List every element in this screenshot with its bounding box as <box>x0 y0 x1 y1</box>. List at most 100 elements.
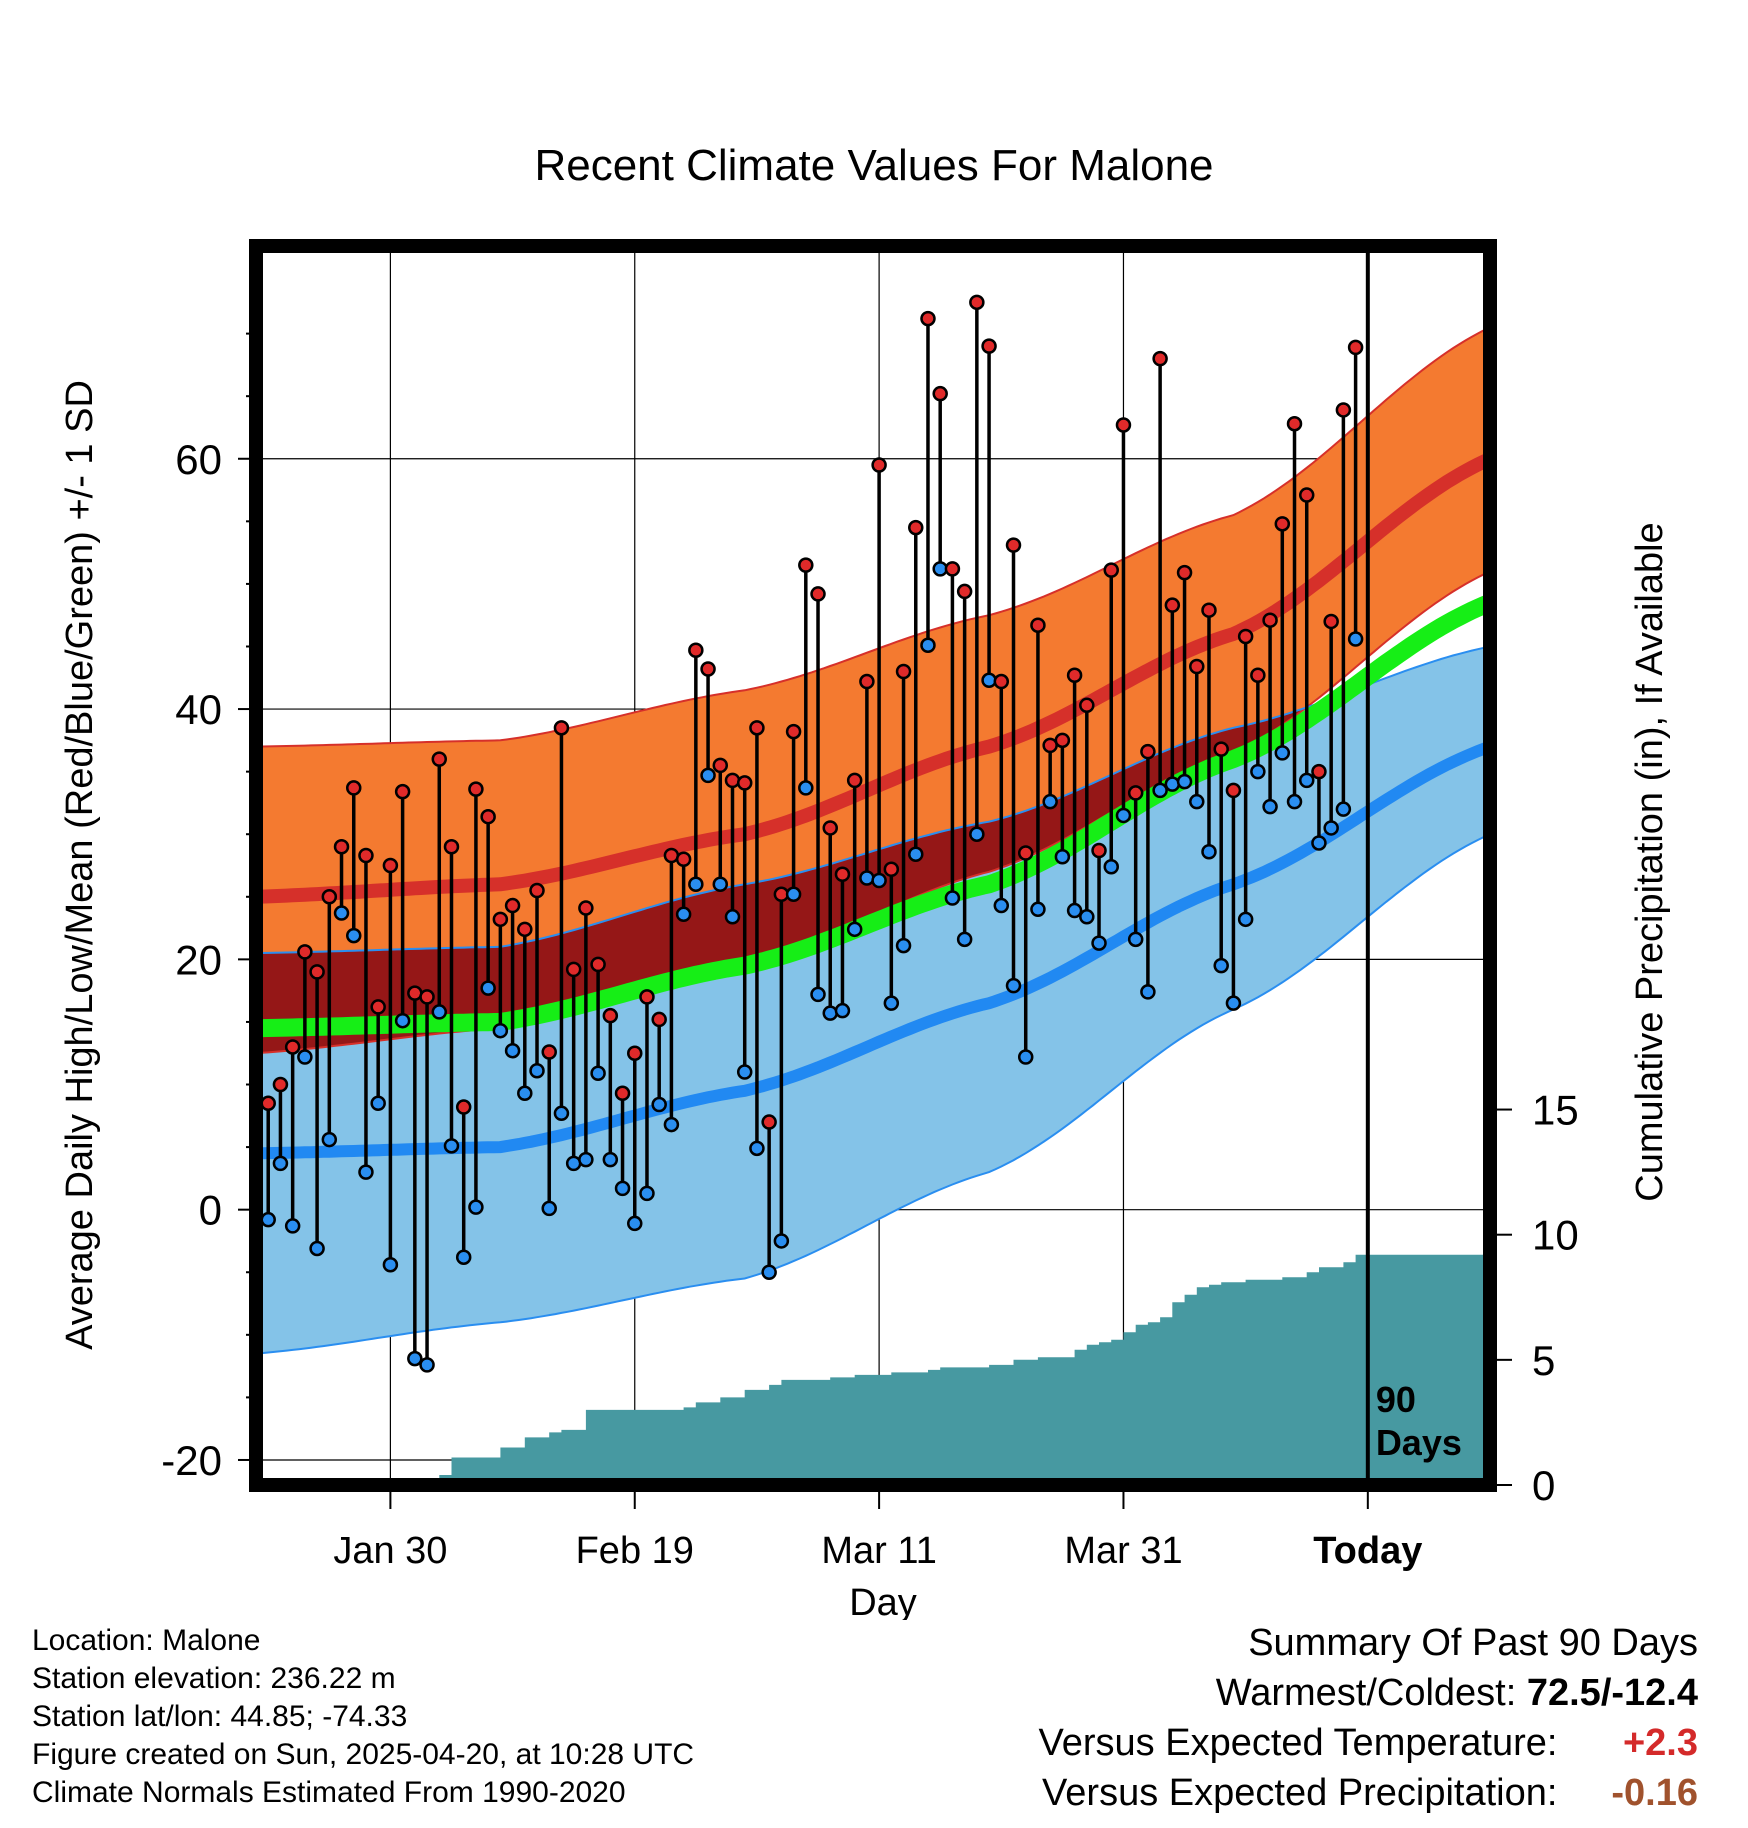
daily-low-point <box>810 986 826 1003</box>
daily-high-point <box>419 989 435 1005</box>
daily-low-point <box>1017 1049 1034 1065</box>
daily-low-point <box>736 1064 753 1080</box>
daily-high-point <box>761 1114 777 1130</box>
daily-low-point <box>969 826 985 842</box>
daily-high-point <box>1115 417 1132 433</box>
daily-high-point <box>981 338 997 354</box>
today-days-label: 90 <box>1376 1379 1416 1420</box>
daily-high-point <box>798 557 814 573</box>
daily-high-point <box>382 857 399 874</box>
daily-low-point <box>627 1215 643 1232</box>
daily-low-point <box>663 1116 680 1133</box>
daily-low-point <box>407 1350 423 1367</box>
daily-high-point <box>1079 697 1095 714</box>
daily-high-point <box>394 783 411 800</box>
daily-low-point <box>981 672 997 689</box>
y2-tick-label: 15 <box>1532 1087 1579 1134</box>
daily-high-point <box>993 673 1010 690</box>
daily-low-point <box>1042 793 1058 810</box>
daily-high-point <box>1274 516 1291 532</box>
daily-low-point <box>1066 902 1083 919</box>
daily-low-point <box>798 780 814 796</box>
daily-low-point <box>602 1151 619 1168</box>
daily-high-point <box>627 1045 643 1061</box>
daily-low-point <box>333 905 350 921</box>
daily-high-point <box>504 897 521 914</box>
daily-high-point <box>1335 402 1352 418</box>
daily-low-point <box>724 909 741 925</box>
daily-high-point <box>1127 785 1144 801</box>
daily-low-point <box>492 1022 509 1039</box>
low-lower-line <box>256 833 1490 1355</box>
daily-low-point <box>321 1131 338 1148</box>
daily-low-point <box>1091 935 1107 951</box>
daily-low-point <box>1274 745 1291 761</box>
daily-high-point <box>859 673 875 690</box>
daily-low-point <box>358 1164 374 1180</box>
y-tick-label: 60 <box>175 436 222 483</box>
daily-high-point <box>1152 350 1168 367</box>
daily-high-point <box>944 561 961 577</box>
daily-high-point <box>724 772 741 789</box>
y2-tick-label: 5 <box>1532 1337 1555 1384</box>
daily-low-point <box>309 1240 325 1257</box>
low-sd-band <box>256 646 1490 1354</box>
y2-tick-label: 10 <box>1532 1212 1579 1259</box>
daily-low-point <box>517 1085 533 1102</box>
normal-high-line <box>256 452 1490 904</box>
daily-low-point <box>1201 843 1217 860</box>
y-axis-title: Average Daily High/Low/Mean (Red/Blue/Gr… <box>59 380 101 1350</box>
daily-high-point <box>565 961 582 978</box>
daily-low-point <box>1127 931 1144 948</box>
climate-chart: Recent Climate Values For Malone 90Days … <box>59 141 1671 1620</box>
daily-low-point <box>1311 835 1327 851</box>
daily-high-point <box>333 838 350 855</box>
daily-low-point <box>468 1199 484 1215</box>
daily-high-point <box>871 457 887 473</box>
y-tick-label: 20 <box>175 936 222 983</box>
daily-high-point <box>358 847 374 864</box>
daily-low-point <box>834 1002 851 1019</box>
daily-low-point <box>1176 773 1193 790</box>
normal-low-line <box>256 740 1490 1160</box>
daily-low-point <box>272 1155 289 1172</box>
high-upper-line <box>256 326 1490 748</box>
overlap-band <box>256 709 1301 1054</box>
summary-panel: Summary Of Past 90 Days Warmest/Coldest:… <box>1039 1618 1698 1818</box>
normals-text: Climate Normals Estimated From 1990-2020 <box>32 1776 626 1809</box>
daily-high-point <box>908 519 924 536</box>
daily-high-point <box>480 808 496 825</box>
y-tick-label: 0 <box>199 1187 222 1234</box>
daily-high-point <box>846 772 863 789</box>
daily-high-point <box>309 964 325 980</box>
daily-low-point <box>859 870 875 886</box>
daily-low-point <box>1189 793 1205 810</box>
daily-low-point <box>761 1264 777 1280</box>
daily-low-point <box>1347 631 1364 647</box>
daily-high-point <box>431 751 448 767</box>
daily-high-point <box>443 838 460 855</box>
daily-low-point <box>541 1200 557 1217</box>
precip-departure-label: Versus Expected Precipitation: <box>1042 1772 1568 1814</box>
daily-low-point <box>688 876 704 893</box>
daily-low-point <box>1213 957 1229 974</box>
daily-high-point <box>297 944 313 960</box>
x-tick-label: Today <box>1313 1530 1422 1572</box>
x-axis-title: Day <box>849 1582 917 1620</box>
daily-high-point <box>932 385 948 402</box>
y-tick-label: -20 <box>161 1437 222 1484</box>
daily-high-point <box>1091 842 1107 859</box>
daily-high-point <box>272 1076 289 1093</box>
daily-low-point <box>614 1180 631 1197</box>
daily-high-point <box>895 663 912 680</box>
y2-axis-title: Cumulative Precipitation (in), If Availa… <box>1629 522 1671 1201</box>
warmest-coldest-value: 72.5/-12.4 <box>1526 1672 1698 1714</box>
daily-high-point <box>883 861 900 878</box>
daily-low-point <box>297 1049 313 1065</box>
created-text: Figure created on Sun, 2025-04-20, at 10… <box>32 1738 695 1771</box>
latlon-text: Station lat/lon: 44.85; -74.33 <box>32 1700 408 1733</box>
daily-low-point <box>993 897 1010 914</box>
temp-departure-label: Versus Expected Temperature: <box>1038 1722 1568 1764</box>
daily-high-point <box>345 780 362 796</box>
